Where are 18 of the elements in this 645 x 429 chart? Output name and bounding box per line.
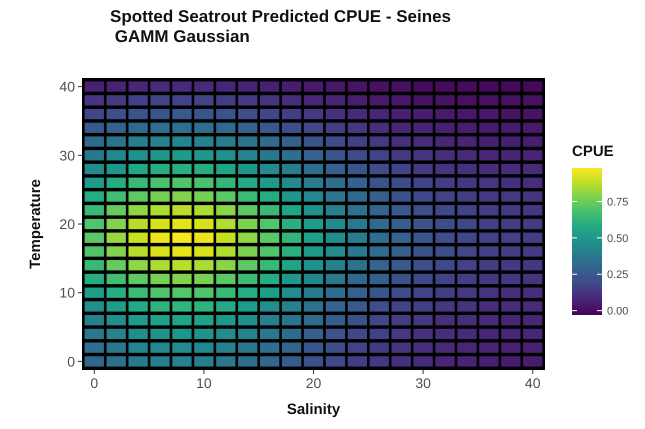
color-bar-label: 0.00 <box>607 306 628 318</box>
x-tick-label: 30 <box>415 375 432 391</box>
x-tick-label: 20 <box>306 375 322 391</box>
y-tick-label: 0 <box>67 353 76 370</box>
color-bar-label: 0.25 <box>607 269 628 282</box>
x-tick-label: 0 <box>90 375 98 391</box>
y-axis-title: Temperature <box>27 179 44 269</box>
chart-title: Spotted Seatrout Predicted CPUE - Seines GAMM Gaussian <box>110 7 452 46</box>
x-axis-title: Salinity <box>286 401 341 418</box>
y-tick-label: 20 <box>59 216 76 232</box>
color-bar-title: CPUE <box>572 143 614 160</box>
y-tick-label: 10 <box>59 284 76 301</box>
y-tick-label: 30 <box>59 147 76 164</box>
x-tick-label: 10 <box>196 375 212 391</box>
x-tick-label: 40 <box>524 375 541 391</box>
color-bar-label: 0.50 <box>607 232 628 245</box>
y-tick-label: 40 <box>59 78 76 95</box>
color-bar-label: 0.75 <box>607 196 628 208</box>
